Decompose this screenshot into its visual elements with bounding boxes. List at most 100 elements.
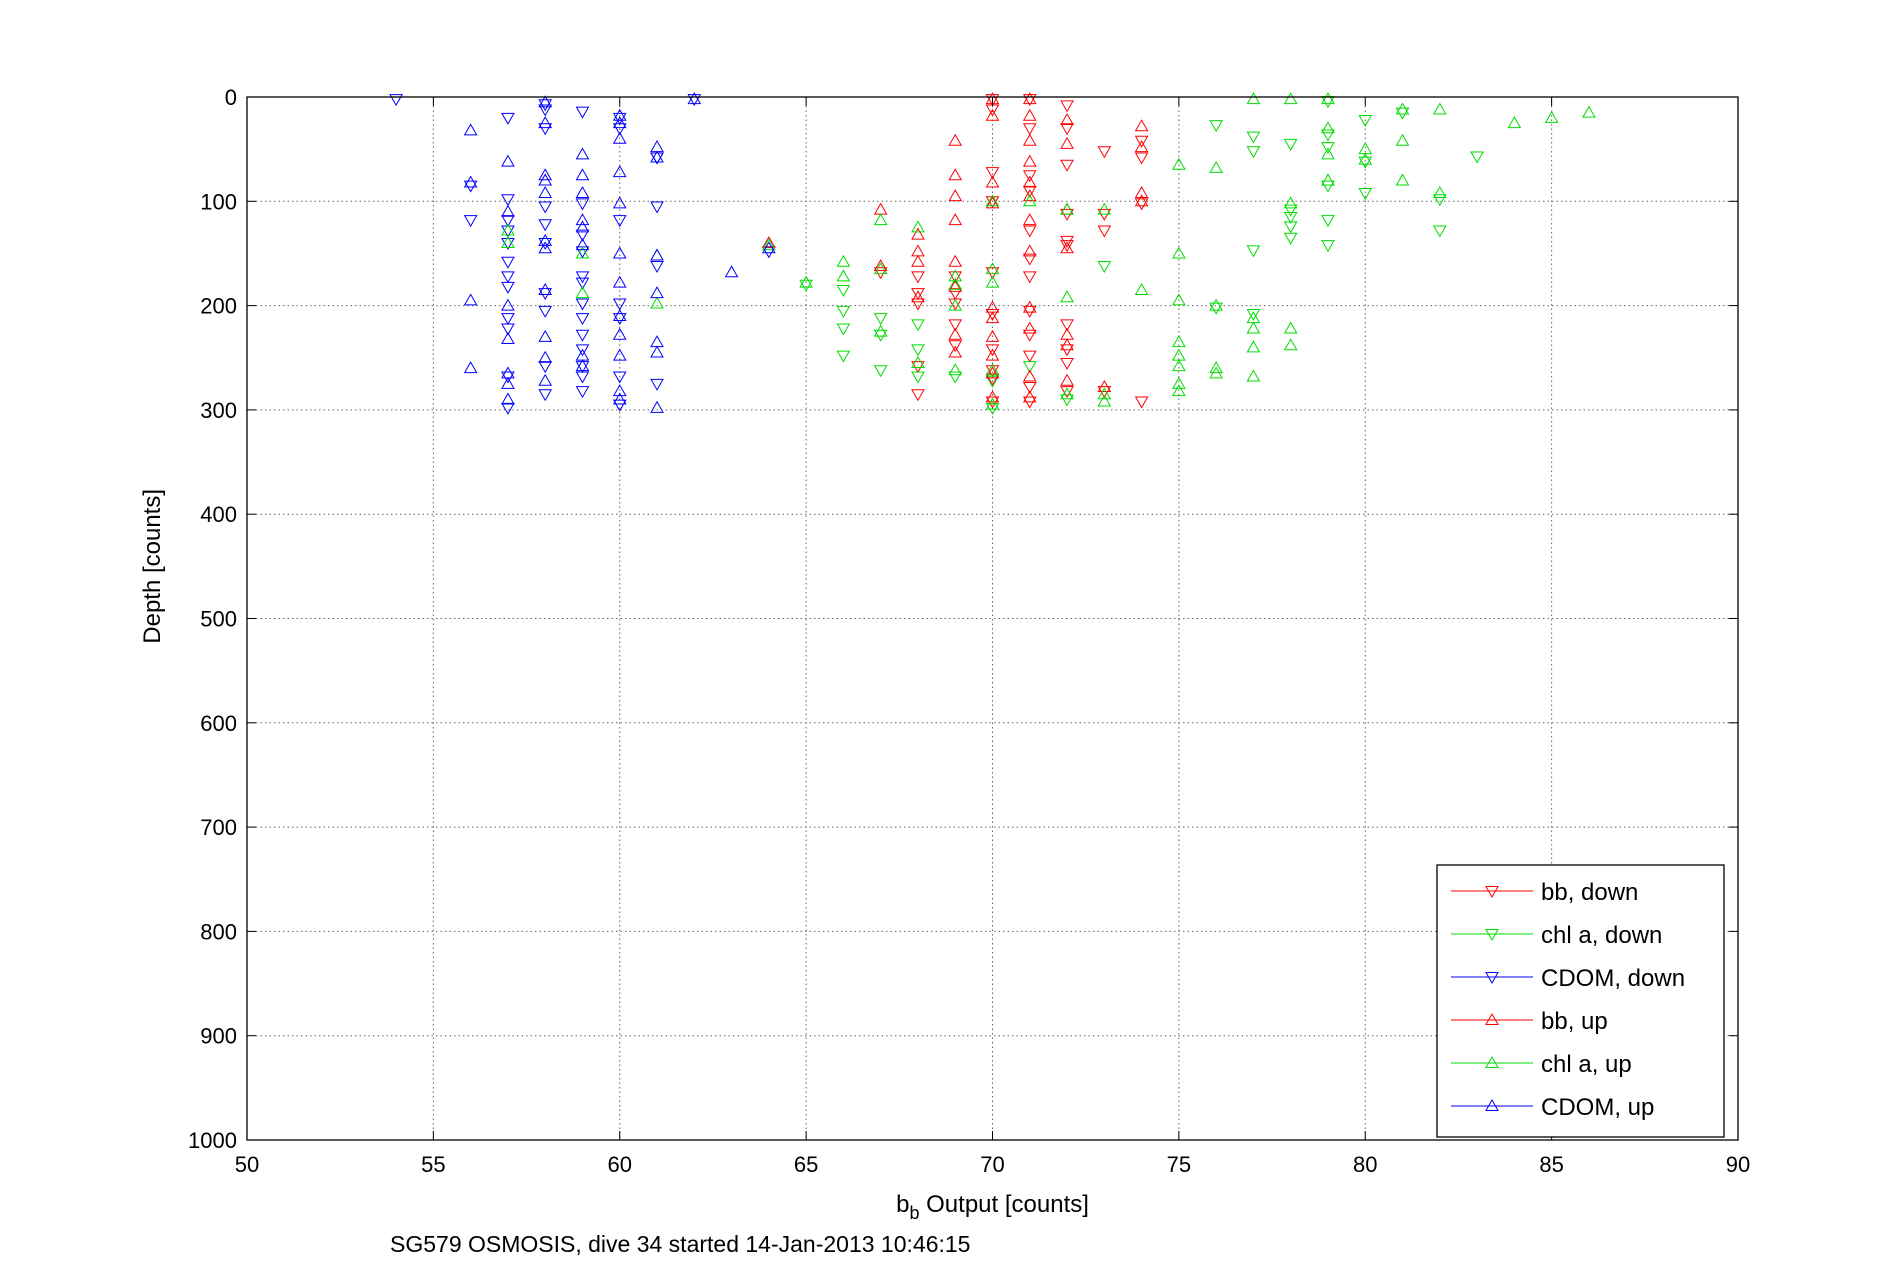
y-tick-label: 0 bbox=[225, 85, 237, 110]
data-point bbox=[501, 256, 515, 269]
data-point bbox=[1060, 235, 1074, 248]
data-point bbox=[1470, 151, 1484, 164]
x-tick-label: 75 bbox=[1167, 1152, 1191, 1177]
data-point bbox=[612, 131, 627, 144]
series-2 bbox=[389, 94, 776, 415]
data-point bbox=[612, 327, 627, 340]
data-point bbox=[1022, 185, 1037, 198]
data-point bbox=[575, 198, 590, 211]
data-point bbox=[1246, 311, 1261, 324]
data-point bbox=[948, 279, 963, 292]
data-point bbox=[873, 213, 888, 226]
data-point bbox=[538, 241, 553, 254]
data-point bbox=[1022, 305, 1037, 318]
data-point bbox=[538, 201, 553, 214]
data-point bbox=[538, 95, 553, 108]
data-point bbox=[1321, 240, 1335, 253]
data-point bbox=[1172, 384, 1186, 397]
data-point bbox=[799, 279, 813, 292]
data-point bbox=[948, 327, 963, 340]
data-point bbox=[612, 399, 627, 412]
data-point bbox=[1022, 300, 1037, 313]
x-tick-label: 50 bbox=[235, 1152, 259, 1177]
data-point bbox=[761, 238, 776, 251]
data-point bbox=[948, 371, 963, 384]
x-axis-label-rest: Output [counts] bbox=[919, 1191, 1088, 1218]
data-point bbox=[575, 371, 590, 384]
data-point bbox=[1060, 373, 1074, 386]
data-point bbox=[575, 213, 590, 226]
data-point bbox=[911, 361, 925, 374]
data-point bbox=[985, 348, 1000, 361]
data-point bbox=[836, 269, 851, 282]
data-point bbox=[836, 284, 851, 297]
data-point bbox=[836, 305, 851, 318]
legend-marker bbox=[1485, 972, 1499, 985]
data-point bbox=[948, 213, 963, 226]
data-point bbox=[612, 348, 627, 361]
data-point bbox=[1022, 213, 1037, 226]
data-point bbox=[911, 254, 925, 267]
x-tick-label: 55 bbox=[421, 1152, 445, 1177]
data-point bbox=[538, 219, 553, 232]
data-point bbox=[1060, 319, 1074, 332]
data-point bbox=[1432, 225, 1447, 238]
data-point bbox=[501, 204, 515, 217]
data-point bbox=[501, 392, 515, 405]
data-point bbox=[985, 196, 1000, 209]
data-point bbox=[985, 194, 1000, 207]
data-point bbox=[501, 298, 515, 311]
data-point bbox=[650, 296, 664, 309]
data-point bbox=[948, 363, 963, 376]
y-tick-label: 400 bbox=[200, 502, 237, 527]
data-point bbox=[836, 254, 851, 267]
data-point bbox=[1022, 271, 1037, 284]
data-point bbox=[575, 344, 590, 357]
legend-box bbox=[1436, 864, 1725, 1138]
data-point bbox=[538, 104, 553, 117]
data-point bbox=[612, 215, 627, 228]
data-point bbox=[1209, 298, 1224, 311]
data-point bbox=[911, 290, 925, 303]
data-point bbox=[836, 350, 851, 363]
data-point bbox=[985, 167, 1000, 180]
data-point bbox=[575, 313, 590, 326]
data-point bbox=[1022, 253, 1037, 266]
data-point bbox=[1134, 282, 1149, 295]
data-point bbox=[1321, 121, 1335, 134]
legend-label: bb, up bbox=[1541, 1008, 1608, 1035]
data-point bbox=[463, 123, 478, 136]
y-tick-label: 200 bbox=[200, 294, 237, 319]
data-point bbox=[538, 373, 553, 386]
data-point bbox=[1022, 189, 1037, 202]
data-point bbox=[985, 365, 1000, 378]
data-point bbox=[948, 133, 963, 146]
data-point bbox=[1060, 387, 1074, 400]
data-point bbox=[575, 277, 590, 290]
data-point bbox=[501, 271, 515, 284]
data-point bbox=[1246, 92, 1261, 105]
data-point bbox=[501, 376, 515, 389]
data-point bbox=[911, 355, 925, 368]
data-point bbox=[612, 123, 627, 136]
data-point bbox=[1060, 290, 1074, 303]
data-point bbox=[1432, 102, 1447, 115]
data-point bbox=[575, 238, 590, 251]
data-point bbox=[1060, 394, 1074, 407]
data-point bbox=[1209, 361, 1224, 374]
data-point bbox=[1060, 159, 1074, 172]
data-point bbox=[985, 175, 1000, 188]
data-point bbox=[1097, 387, 1112, 400]
data-point bbox=[1060, 357, 1074, 370]
data-point bbox=[687, 94, 702, 107]
data-point bbox=[1022, 321, 1037, 334]
data-point bbox=[575, 329, 590, 342]
data-point bbox=[1209, 160, 1224, 173]
data-point bbox=[1172, 157, 1186, 170]
data-point bbox=[389, 94, 403, 107]
data-point bbox=[575, 361, 590, 374]
data-point bbox=[985, 311, 1000, 324]
data-point bbox=[612, 298, 627, 311]
data-point bbox=[612, 392, 627, 405]
